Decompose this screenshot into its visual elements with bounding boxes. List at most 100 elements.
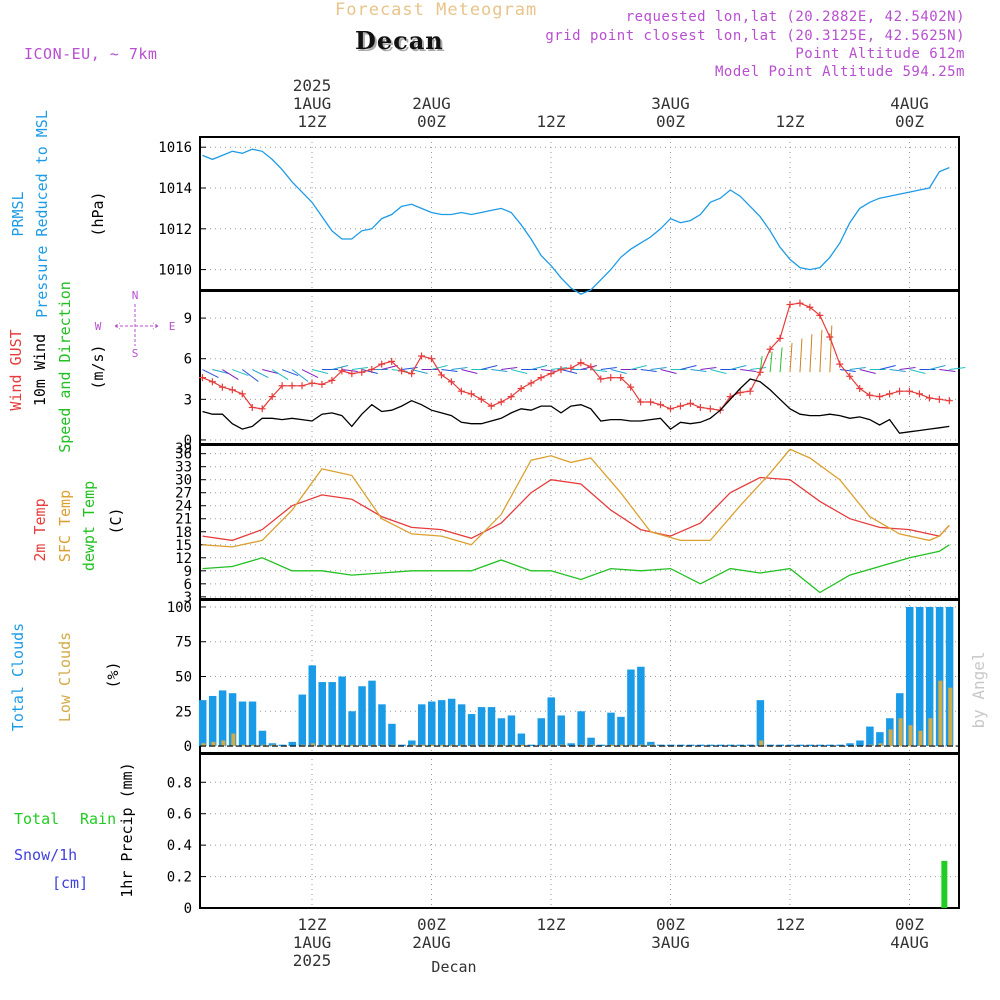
wind-arrow — [212, 369, 229, 375]
gust-marker — [886, 390, 894, 398]
low-cloud-bar — [609, 744, 614, 747]
wind-arrow — [281, 369, 299, 376]
pressure-line — [202, 148, 950, 295]
low-cloud-bar — [639, 744, 644, 747]
gust-marker — [876, 393, 884, 401]
total-cloud-bar — [527, 744, 536, 747]
low-cloud-bar — [221, 740, 226, 747]
gust-marker — [398, 367, 406, 375]
total-cloud-bar — [846, 743, 854, 747]
wind-arrow — [441, 369, 458, 373]
y-tick-label: 1016 — [158, 140, 192, 156]
time-label-top: 12Z — [537, 112, 566, 131]
total-cloud-bar — [437, 700, 446, 747]
wind-arrow — [899, 367, 916, 371]
panel-frame — [199, 290, 960, 445]
total-cloud-bar — [876, 732, 884, 747]
low-cloud-bar — [540, 744, 545, 747]
total-cloud-bar — [258, 730, 267, 747]
total-cloud-bar — [647, 741, 655, 747]
gust-marker — [248, 403, 256, 411]
time-label-top: 00Z — [656, 112, 685, 131]
total-cloud-bar — [945, 606, 954, 747]
gust-marker — [447, 378, 455, 386]
gust-marker — [228, 386, 236, 394]
low-cloud-bar — [350, 744, 355, 747]
gust-marker — [527, 379, 535, 387]
low-cloud-bar — [440, 744, 445, 747]
temp-2m-label: 2m Temp — [31, 498, 49, 561]
low-cloud-bar — [360, 744, 365, 747]
wind-arrow — [769, 351, 773, 373]
low-cloud-bar — [450, 744, 455, 747]
total-cloud-bar — [278, 744, 287, 747]
low-cloud-bar — [390, 744, 395, 747]
compass-e: E — [169, 320, 176, 333]
wind-arrow — [540, 369, 558, 373]
gust-marker — [866, 391, 874, 399]
gust-marker — [637, 398, 645, 406]
gust-marker — [208, 378, 216, 386]
gust-marker — [746, 387, 754, 395]
gust-marker — [935, 395, 943, 403]
time-label-top: 1AUG — [293, 94, 332, 113]
total-cloud-bar — [328, 682, 336, 747]
low-cloud-bar — [470, 744, 475, 747]
time-label-top: 3AUG — [651, 94, 690, 113]
total-cloud-bar — [627, 669, 635, 747]
time-label-bottom: 12Z — [776, 915, 805, 934]
gust-marker — [945, 397, 953, 405]
low-cloud-bar — [510, 744, 515, 747]
total-cloud-bar — [228, 693, 237, 747]
y-tick-label: 1012 — [158, 222, 192, 238]
total-cloud-bar — [208, 695, 217, 747]
gust-marker — [915, 390, 923, 398]
precip-rain-label: Rain — [80, 810, 116, 828]
total-cloud-bar — [298, 694, 307, 747]
gust-marker — [378, 360, 386, 368]
wind-arrow — [909, 369, 926, 375]
low-cloud-bar — [908, 725, 913, 747]
low-cloud-bar — [520, 744, 525, 747]
low-cloud-bar — [868, 744, 873, 747]
total-cloud-bar — [318, 682, 326, 747]
temp-sfc-label: SFC Temp — [56, 490, 74, 562]
total-cloud-bar — [447, 698, 456, 747]
wind-arrow — [829, 325, 833, 373]
time-label-bottom: 1AUG — [293, 933, 332, 952]
y-tick-label: 6 — [184, 352, 192, 368]
gust-marker — [826, 333, 834, 341]
total-cloud-bar — [856, 740, 864, 747]
y-tick-label: 0.4 — [167, 838, 192, 854]
temp-dewpt-label: dewpt Temp — [80, 481, 98, 571]
gust-marker — [418, 352, 426, 360]
gust-marker — [906, 387, 913, 395]
wind-arrow — [730, 365, 747, 371]
wind-arrow — [511, 369, 528, 375]
wind-arrow — [740, 369, 757, 373]
low-cloud-bar — [938, 680, 943, 747]
wind-arrow — [680, 365, 697, 371]
total-cloud-bar — [408, 740, 416, 747]
low-cloud-bar — [948, 687, 953, 747]
gust-marker — [288, 382, 296, 390]
total-cloud-bar — [786, 744, 794, 747]
precip-unit: 1hr Precip (mm) — [118, 762, 136, 897]
precip-cm-label: [cm] — [52, 874, 88, 892]
total-cloud-bar — [487, 707, 496, 747]
gust-marker — [756, 368, 764, 376]
wind-arrow — [839, 369, 856, 373]
total-cloud-bar — [816, 744, 824, 747]
gust-marker — [278, 382, 286, 390]
wind-arrow — [660, 369, 677, 375]
total-cloud-bar — [676, 744, 685, 747]
wind-gust-label: Wind GUST — [7, 329, 25, 410]
gust-marker — [557, 366, 565, 374]
y-tick-label: 9 — [184, 311, 192, 327]
time-label-top: 2025 — [293, 76, 332, 95]
total-cloud-bar — [736, 744, 745, 747]
precip-snow-label: Snow/1h — [14, 846, 77, 864]
wind-arrow — [710, 369, 727, 375]
low-cloud-bar — [420, 744, 425, 747]
